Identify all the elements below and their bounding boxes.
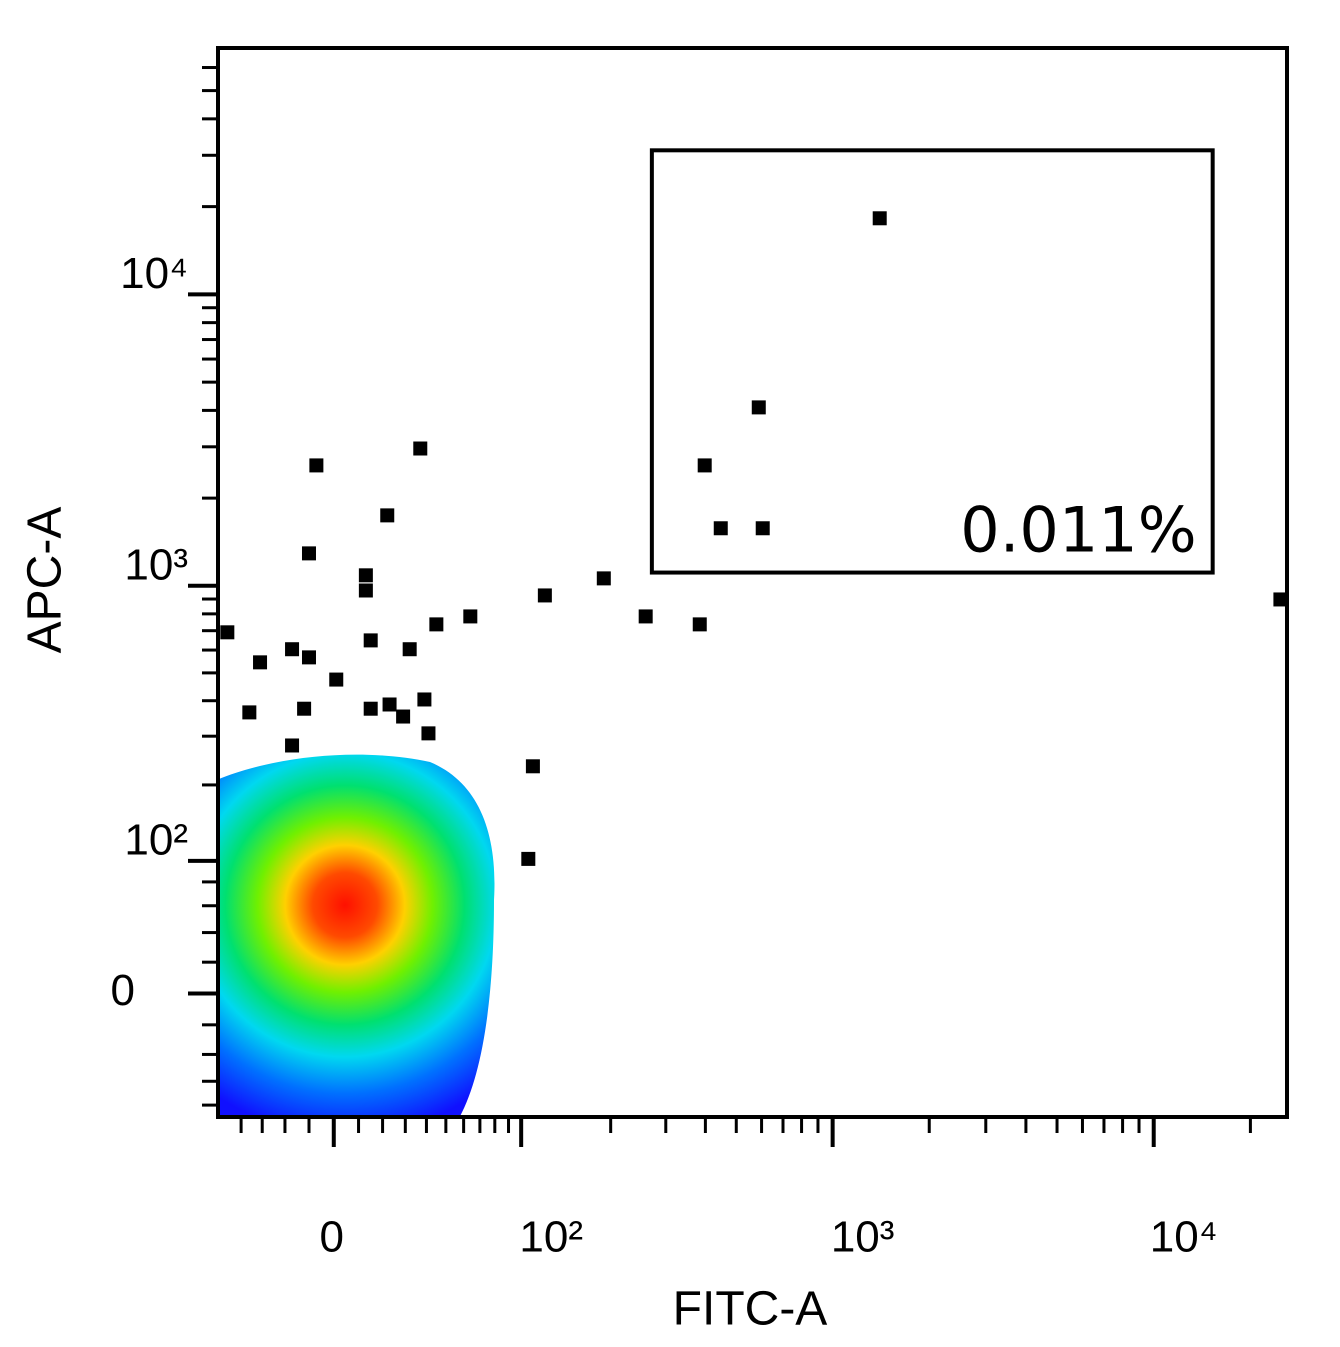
event-point xyxy=(713,521,728,536)
event-point xyxy=(242,705,257,720)
density-population xyxy=(218,754,495,1117)
x-tick-label: 10⁴ xyxy=(1150,1213,1218,1262)
x-axis-title: FITC-A xyxy=(673,1283,828,1336)
event-point xyxy=(521,851,536,866)
event-point xyxy=(363,701,378,716)
density-region xyxy=(218,754,495,1117)
event-point xyxy=(417,692,432,707)
event-point xyxy=(396,709,411,724)
event-point xyxy=(285,642,300,657)
event-point xyxy=(285,738,300,753)
event-point xyxy=(755,521,770,536)
y-tick-label: 0 xyxy=(111,966,135,1015)
event-point xyxy=(382,697,397,712)
event-point xyxy=(358,583,373,598)
event-point xyxy=(429,617,444,632)
y-tick-label: 10⁴ xyxy=(120,249,188,298)
event-point xyxy=(358,568,373,583)
event-point xyxy=(413,441,428,456)
event-point xyxy=(220,625,235,640)
event-point xyxy=(692,617,707,632)
gate xyxy=(649,148,1215,575)
event-point xyxy=(309,458,324,473)
event-point xyxy=(301,650,316,665)
event-point xyxy=(596,571,611,586)
event-point xyxy=(301,546,316,561)
event-point xyxy=(638,609,653,624)
event-point xyxy=(697,458,712,473)
event-point xyxy=(380,508,395,523)
event-point xyxy=(421,726,436,741)
x-tick-label: 10³ xyxy=(831,1213,895,1262)
event-point xyxy=(329,672,344,687)
event-point xyxy=(297,701,312,716)
event-point xyxy=(751,400,766,415)
event-point xyxy=(872,211,887,226)
event-point xyxy=(537,588,552,603)
x-tick-label: 10² xyxy=(519,1213,583,1262)
event-point xyxy=(363,633,378,648)
event-point xyxy=(525,759,540,774)
event-point xyxy=(1273,592,1288,607)
event-point xyxy=(402,642,417,657)
x-tick-label: 0 xyxy=(320,1213,344,1262)
y-tick-label: 10² xyxy=(124,815,188,864)
event-point xyxy=(253,655,268,670)
event-point xyxy=(463,609,478,624)
gate-label: 0.011% xyxy=(960,494,1196,567)
y-tick-label: 10³ xyxy=(124,540,188,589)
y-axis-title: APC-A xyxy=(19,507,72,654)
plot-frame xyxy=(216,46,1289,1119)
